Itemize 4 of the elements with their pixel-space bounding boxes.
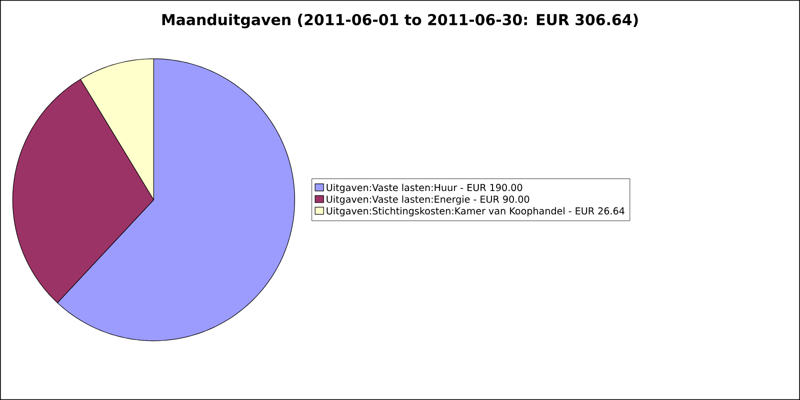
legend-label: Uitgaven:Vaste lasten:Huur - EUR 190.00 [326, 184, 522, 193]
legend-label: Uitgaven:Vaste lasten:Energie - EUR 90.00 [326, 195, 530, 205]
legend-label: Uitgaven:Stichtingskosten:Kamer van Koophandel - EUR 26.64 [326, 207, 624, 216]
chart-title: Maanduitgaven (2011-06-01 to 2011-06-30: EUR 306.64) [162, 14, 638, 28]
